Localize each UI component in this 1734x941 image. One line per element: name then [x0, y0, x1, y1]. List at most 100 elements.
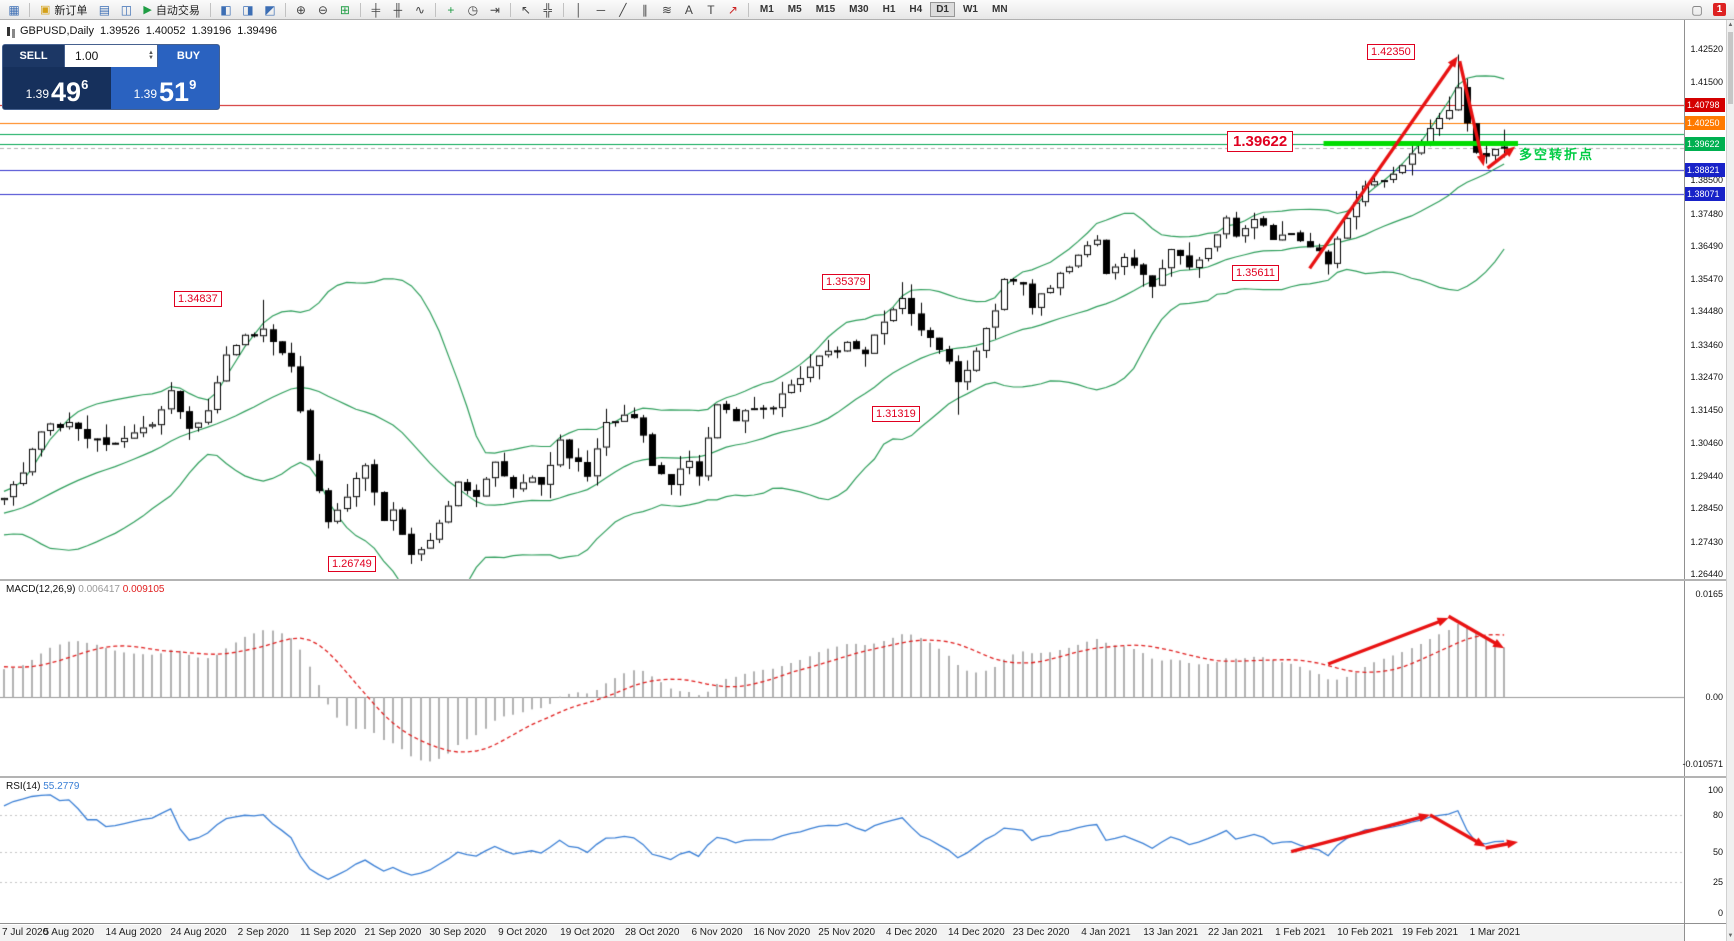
- sell-button[interactable]: SELL: [3, 45, 65, 67]
- bid-price[interactable]: 1.39 49 6: [3, 67, 111, 109]
- candlestick-icon[interactable]: ╫: [393, 2, 403, 17]
- zoom-in-icon[interactable]: ⊕: [295, 2, 306, 17]
- price-annotation[interactable]: 1.42350: [1367, 43, 1415, 60]
- macd-main-value: 0.006417: [78, 584, 120, 595]
- scroll-down-icon[interactable]: ▼: [1727, 933, 1734, 939]
- vertical-line-icon[interactable]: │: [575, 2, 583, 17]
- price-annotation[interactable]: 1.35611: [1232, 264, 1279, 281]
- line-chart-icon[interactable]: ∿: [414, 2, 425, 17]
- timeframe-m1-button[interactable]: M1: [759, 4, 774, 15]
- new-chart-icon[interactable]: ▦: [8, 2, 20, 17]
- price-tick: 1.27430: [1690, 536, 1723, 547]
- turning-point-note[interactable]: 多空转折点: [1519, 146, 1595, 162]
- scroll-up-icon[interactable]: ▲: [1727, 22, 1734, 28]
- timeframe-m30-button[interactable]: M30: [849, 4, 869, 15]
- main-toolbar: ▦ ▣ 新订单 ▤ ◫ ▶ 自动交易 ◧ ◨ ◩ ⊕ ⊖ ⊞ ╪ ╫ ∿ + ◷ ⇥ ↖ ╬ │ ─ ╱ ∥ ≋ A T ↗ M1 M5 M1…: [0, 0, 1734, 20]
- date-label: 14 Dec 2020: [947, 927, 1005, 938]
- main-macd-splitter[interactable]: [0, 579, 1726, 581]
- timeframe-d1-button[interactable]: D1: [930, 2, 955, 17]
- label-icon[interactable]: T: [707, 2, 715, 17]
- horizontal-line-icon[interactable]: ─: [596, 2, 606, 17]
- toolbar-separator: [434, 2, 436, 17]
- price-annotation[interactable]: 1.26749: [328, 556, 376, 573]
- ask-price-pip: 9: [189, 77, 197, 92]
- price-annotation[interactable]: 1.31319: [872, 405, 920, 422]
- date-label: 2 Sep 2020: [237, 927, 289, 938]
- chart-list-icon[interactable]: ▢: [1691, 2, 1703, 17]
- timeframe-h1-button[interactable]: H1: [882, 4, 896, 15]
- arrows-icon[interactable]: ↗: [727, 2, 738, 17]
- right-scrollbar[interactable]: ▲ ▼: [1726, 20, 1734, 941]
- date-label: 4 Dec 2020: [885, 927, 938, 938]
- macd-signal-value: 0.009105: [122, 584, 165, 595]
- crosshair-icon[interactable]: ╬: [543, 2, 553, 17]
- add-indicator-icon[interactable]: +: [447, 2, 455, 17]
- bid-price-prefix: 1.39: [25, 87, 50, 101]
- toolbar-separator: [509, 2, 511, 17]
- timeframe-w1-button[interactable]: W1: [962, 4, 978, 15]
- time-axis-border: [0, 923, 1726, 924]
- price-tick: 1.42520: [1690, 43, 1723, 54]
- timeframe-h4-button[interactable]: H4: [909, 4, 923, 15]
- channel-icon[interactable]: ∥: [641, 2, 648, 17]
- price-tick: 1.41500: [1690, 77, 1723, 88]
- toolbar-separator: [359, 2, 361, 17]
- fibonacci-icon[interactable]: ≋: [661, 2, 672, 17]
- volume-stepper[interactable]: 1.00 ▲ ▼: [65, 45, 157, 67]
- price-tick: 1.37480: [1690, 208, 1723, 219]
- cascade-windows-icon[interactable]: ◧: [220, 2, 232, 17]
- rsi-indicator-label: RSI(14) 55.2779: [6, 781, 79, 792]
- navigator-icon[interactable]: ◫: [120, 2, 133, 17]
- price-level-badge: 1.40250: [1685, 116, 1725, 131]
- timeframe-m5-button[interactable]: M5: [787, 4, 802, 15]
- scrollbar-thumb[interactable]: [1728, 32, 1733, 104]
- volume-up-icon[interactable]: ▲: [148, 50, 154, 56]
- buy-button[interactable]: BUY: [157, 45, 219, 67]
- rsi-tick: 0: [1717, 908, 1723, 919]
- ask-price[interactable]: 1.39 51 9: [111, 67, 219, 109]
- price-annotation[interactable]: 1.34837: [174, 290, 222, 307]
- chart-shift-icon[interactable]: ⇥: [489, 2, 500, 17]
- volume-down-icon[interactable]: ▼: [148, 55, 154, 61]
- date-label: 22 Jan 2021: [1208, 927, 1264, 938]
- price-chart-canvas[interactable]: [0, 0, 1684, 941]
- date-label: 21 Sep 2020: [364, 927, 422, 938]
- price-annotation[interactable]: 1.35379: [822, 273, 870, 290]
- date-label: 6 Nov 2020: [691, 927, 743, 938]
- price-tick: 1.38500: [1690, 175, 1723, 186]
- ask-price-prefix: 1.39: [133, 87, 158, 101]
- volume-value: 1.00: [75, 49, 99, 63]
- text-icon[interactable]: A: [684, 2, 693, 17]
- price-tick: 1.31450: [1690, 405, 1723, 416]
- rsi-tick: 80: [1712, 809, 1723, 820]
- timeframe-mn-button[interactable]: MN: [991, 4, 1008, 15]
- time-axis[interactable]: 7 Jul 2020 5 Aug 2020 14 Aug 2020 24 Aug 20…: [0, 925, 1684, 941]
- cursor-icon[interactable]: ↖: [520, 2, 531, 17]
- price-annotation[interactable]: 1.39622: [1227, 131, 1294, 153]
- market-watch-icon[interactable]: ▤: [98, 2, 111, 17]
- chart-ohlc-header: GBPUSD,Daily 1.39526 1.40052 1.39196 1.3…: [7, 25, 277, 37]
- new-order-button[interactable]: ▣ 新订单: [34, 2, 93, 18]
- trendline-icon[interactable]: ╱: [619, 2, 627, 17]
- toolbar-separator: [209, 2, 211, 17]
- price-axis[interactable]: 1.42520 1.41500 1.38500 1.37480 1.36490 1.354…: [1682, 0, 1726, 941]
- rsi-tick: 25: [1712, 877, 1723, 888]
- rsi-tick: 100: [1707, 785, 1723, 796]
- grid-icon[interactable]: ⊞: [339, 2, 350, 17]
- notification-badge[interactable]: 1: [1713, 3, 1726, 16]
- macd-indicator-label: MACD(12,26,9) 0.006417 0.009105: [6, 584, 164, 595]
- price-tick: 1.33460: [1690, 339, 1723, 350]
- timeframe-m15-button[interactable]: M15: [815, 4, 836, 15]
- periods-icon[interactable]: ◷: [467, 2, 479, 17]
- price-level-badge: 1.38071: [1685, 187, 1725, 202]
- bar-chart-icon[interactable]: ╪: [371, 2, 381, 17]
- macd-rsi-splitter[interactable]: [0, 776, 1726, 778]
- tile-horizontal-icon[interactable]: ◨: [242, 2, 254, 17]
- date-label: 16 Nov 2020: [753, 927, 811, 938]
- tile-vertical-icon[interactable]: ◩: [264, 2, 276, 17]
- autotrading-button[interactable]: ▶ 自动交易: [137, 2, 205, 18]
- price-tick: 1.29440: [1690, 471, 1723, 482]
- zoom-out-icon[interactable]: ⊖: [317, 2, 328, 17]
- date-label: 7 Jul 2020: [2, 927, 49, 938]
